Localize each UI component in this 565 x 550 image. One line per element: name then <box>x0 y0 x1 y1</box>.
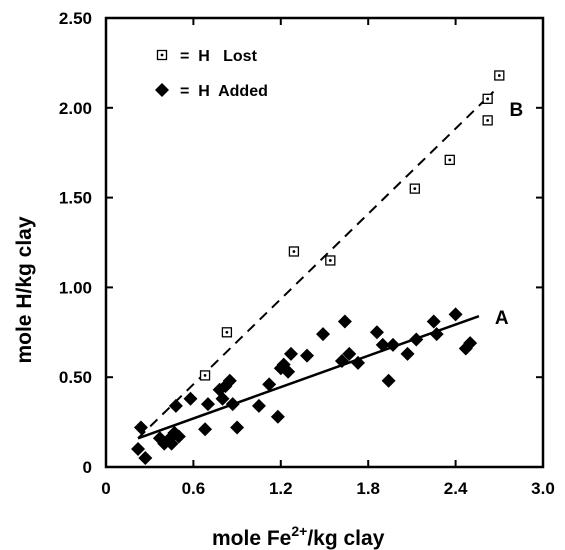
x-tick-label: 2.4 <box>444 479 468 498</box>
data-point-h-added <box>381 373 396 388</box>
marker-dot <box>328 259 332 262</box>
legend: = H Lost = H Added <box>155 48 268 100</box>
data-point-h-lost <box>482 115 493 126</box>
x-tick-label: 1.8 <box>356 479 380 498</box>
marker-dot <box>203 374 207 377</box>
data-point-h-added <box>316 327 331 342</box>
fit-lines: BA <box>137 90 523 440</box>
marker-dot <box>486 97 490 101</box>
fit-line-label-B: B <box>509 100 523 121</box>
data-point-h-added <box>270 409 285 424</box>
data-point-h-added <box>230 420 245 435</box>
data-point-h-added <box>351 355 366 370</box>
legend-marker-1 <box>155 83 169 97</box>
x-axis-title-tail: /kg clay <box>307 527 384 550</box>
data-point-h-added <box>251 398 266 413</box>
data-point-h-added <box>183 391 198 406</box>
x-axis-title-superscript: 2+ <box>291 523 307 539</box>
marker-dot <box>497 74 501 77</box>
x-axis-title-main: mole Fe <box>212 527 291 550</box>
data-point-h-added <box>400 346 415 361</box>
data-point-h-added <box>215 391 230 406</box>
data-point-h-added <box>168 398 183 413</box>
x-tick-label: 3.0 <box>531 479 555 498</box>
data-point-h-added <box>448 307 463 322</box>
y-tick-label: 2.50 <box>59 9 92 28</box>
data-point-h-added <box>385 337 400 352</box>
data-point-h-added <box>334 354 349 369</box>
plot-frame <box>104 16 545 469</box>
data-point-h-added <box>222 373 237 388</box>
marker-dot <box>486 118 490 122</box>
data-point-h-lost <box>409 183 420 194</box>
marker-dot <box>292 250 296 253</box>
data-point-h-added <box>300 348 315 363</box>
x-tick-label: 0 <box>101 479 110 498</box>
fit-line-A <box>137 314 480 440</box>
data-point-h-added <box>426 314 441 329</box>
data-point-h-added <box>375 337 390 352</box>
fit-line-label-A: A <box>495 308 509 329</box>
y-tick-label: 1.00 <box>59 278 92 297</box>
marker-dot <box>448 158 452 162</box>
data-point-h-added <box>133 420 148 435</box>
legend-marker-0 <box>156 49 168 61</box>
data-point-h-added <box>131 442 146 457</box>
data-point-h-added <box>200 397 215 412</box>
y-tick-label: 1.50 <box>59 189 92 208</box>
legend-label-0: = H Lost <box>180 48 258 65</box>
y-tick-label: 2.00 <box>59 99 92 118</box>
data-point-h-lost <box>444 154 455 166</box>
data-point-h-added <box>198 422 213 437</box>
x-tick-label: 0.6 <box>182 479 206 498</box>
data-point-h-added <box>225 397 240 412</box>
data-point-h-lost <box>221 327 233 338</box>
data-point-h-lost <box>199 370 211 381</box>
x-axis-title: mole Fe2+/kg clay <box>212 523 385 550</box>
marker-dot <box>160 53 164 57</box>
data-point-h-added <box>429 327 444 342</box>
data-point-h-added <box>283 346 298 361</box>
y-tick-label: 0 <box>83 458 92 477</box>
data-point-h-lost <box>482 93 493 104</box>
marker-dot <box>413 187 417 191</box>
x-tick-label: 1.2 <box>269 479 293 498</box>
data-point-h-lost <box>494 70 505 81</box>
data-point-h-lost <box>288 246 300 257</box>
axes: 0 0.6 1.2 1.8 2.4 3.0 0 0.50 1.00 1.50 2.00 2.50 <box>59 9 555 498</box>
data-point-h-added <box>281 364 296 379</box>
data-point-h-added <box>164 436 179 451</box>
y-axis-title: mole H/kg clay <box>13 216 36 363</box>
data-point-h-added <box>463 336 478 351</box>
y-tick-label: 0.50 <box>59 368 92 387</box>
data-point-h-added <box>409 332 424 347</box>
data-point-h-added <box>262 377 277 392</box>
data-point-h-added <box>369 325 384 340</box>
data-point-h-added <box>171 429 186 444</box>
data-point-h-added <box>138 451 153 466</box>
fit-line-B <box>137 90 495 439</box>
data-point-h-added <box>342 346 357 361</box>
data-point-h-lost <box>325 255 336 266</box>
data-points <box>131 70 505 466</box>
marker-dot <box>225 330 229 334</box>
legend-label-1: = H Added <box>180 83 268 100</box>
data-point-h-added <box>337 314 352 329</box>
